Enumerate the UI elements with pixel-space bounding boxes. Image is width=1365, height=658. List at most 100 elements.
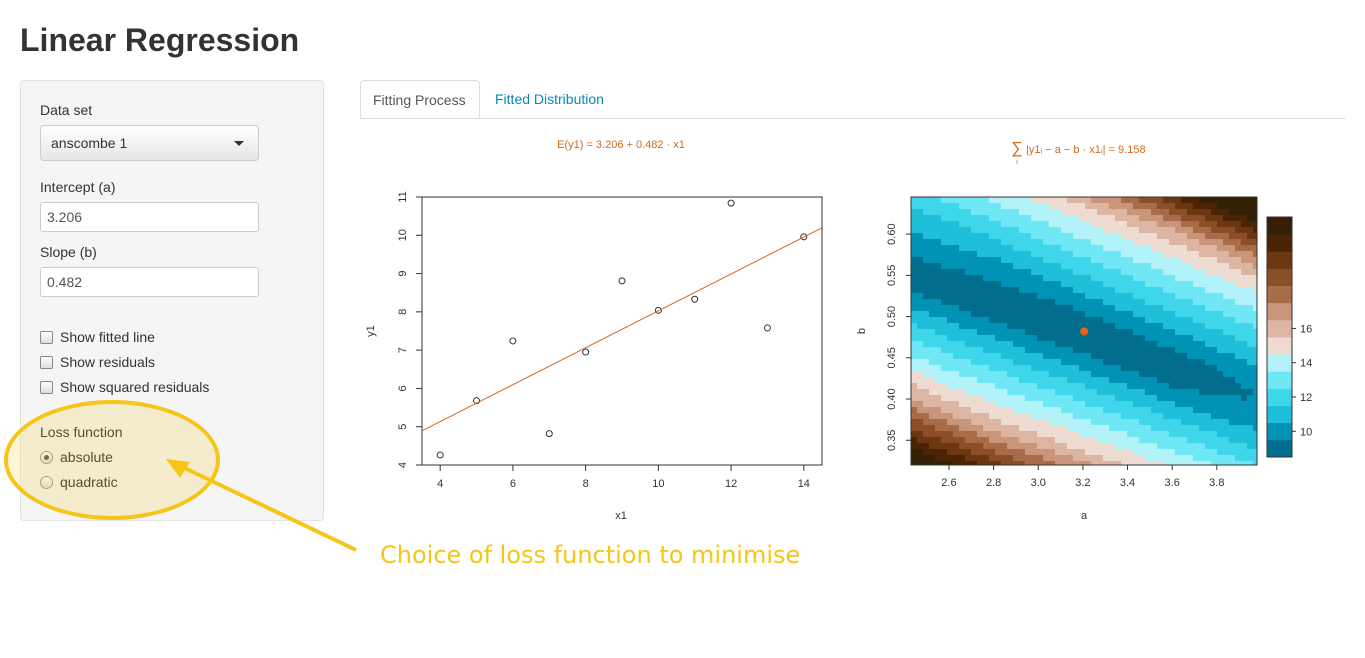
tab-fitting-process[interactable]: Fitting Process: [360, 80, 480, 118]
heatmap-cell: [941, 353, 948, 360]
heatmap-cell: [1199, 281, 1206, 288]
show-residuals-checkbox[interactable]: Show residuals: [40, 354, 155, 370]
heatmap-cell: [977, 389, 984, 396]
show-squared-residuals-checkbox[interactable]: Show squared residuals: [40, 379, 209, 395]
heatmap-cell: [1133, 389, 1140, 396]
heatmap-cell: [911, 257, 918, 264]
heatmap-cell: [995, 209, 1002, 216]
checkbox-icon[interactable]: [40, 381, 53, 394]
heatmap-cell: [1007, 455, 1014, 462]
heatmap-cell: [1007, 449, 1014, 456]
heatmap-cell: [1247, 215, 1254, 222]
heatmap-cell: [941, 215, 948, 222]
heatmap-cell: [1181, 269, 1188, 276]
heatmap-cell: [959, 413, 966, 420]
heatmap-cell: [995, 197, 1002, 204]
heatmap-cell: [1235, 305, 1242, 312]
heatmap-cell: [1217, 407, 1224, 414]
heatmap-cell: [1103, 233, 1110, 240]
heatmap-cell: [1169, 323, 1176, 330]
heatmap-cell: [1229, 287, 1236, 294]
heatmap-cell: [1133, 353, 1140, 360]
heatmap-cell: [941, 377, 948, 384]
heatmap-cell: [935, 299, 942, 306]
heatmap-cell: [1253, 227, 1257, 234]
heatmap-cell: [1007, 461, 1014, 465]
heatmap-cell: [1073, 413, 1080, 420]
heatmap-cell: [977, 209, 984, 216]
heatmap-cell: [971, 443, 978, 450]
heatmap-cell: [1157, 449, 1164, 456]
heatmap-cell: [1187, 263, 1194, 270]
heatmap-cell: [1025, 311, 1032, 318]
heatmap-cell: [1229, 245, 1236, 252]
heatmap-cell: [911, 329, 918, 336]
heatmap-cell: [1043, 317, 1050, 324]
heatmap-cell: [1181, 329, 1188, 336]
heatmap-cell: [1247, 251, 1254, 258]
heatmap-cell: [923, 443, 930, 450]
heatmap-cell: [1115, 245, 1122, 252]
heatmap-cell: [1115, 407, 1122, 414]
heatmap-cell: [1151, 347, 1158, 354]
heatmap-cell: [1133, 419, 1140, 426]
heatmap-cell: [1217, 455, 1224, 462]
intercept-input[interactable]: [40, 202, 259, 232]
tab-fitted-distribution[interactable]: Fitted Distribution: [495, 91, 604, 107]
heatmap-cell: [1079, 341, 1086, 348]
heatmap-cell: [941, 455, 948, 462]
heatmap-cell: [1085, 383, 1092, 390]
heatmap-cell: [1121, 365, 1128, 372]
dataset-select[interactable]: anscombe 1: [40, 125, 259, 161]
heatmap-cell: [947, 317, 954, 324]
checkbox-icon[interactable]: [40, 356, 53, 369]
heatmap-cell: [1103, 383, 1110, 390]
heatmap-cell: [1097, 299, 1104, 306]
heatmap-cell: [1241, 227, 1248, 234]
heatmap-cell: [1235, 413, 1242, 420]
heatmap-cell: [965, 383, 972, 390]
heatmap-cell: [917, 437, 924, 444]
show-fitted-line-checkbox[interactable]: Show fitted line: [40, 329, 155, 345]
heatmap-cell: [1001, 425, 1008, 432]
heatmap-cell: [917, 323, 924, 330]
y-tick-label: 5: [397, 424, 409, 430]
heatmap-cell: [1043, 425, 1050, 432]
heatmap-cell: [1199, 455, 1206, 462]
heatmap-cell: [1103, 401, 1110, 408]
heatmap-cell: [941, 419, 948, 426]
heatmap-cell: [1055, 251, 1062, 258]
heatmap-cell: [1007, 311, 1014, 318]
heatmap-cell: [1139, 257, 1146, 264]
heatmap-cell: [983, 413, 990, 420]
heatmap-cell: [1229, 269, 1236, 276]
heatmap-cell: [911, 245, 918, 252]
heatmap-cell: [1121, 239, 1128, 246]
heatmap-cell: [971, 371, 978, 378]
heatmap-cell: [1181, 209, 1188, 216]
heatmap-cell: [989, 419, 996, 426]
slope-input[interactable]: [40, 267, 259, 297]
heatmap-cell: [941, 269, 948, 276]
heatmap-cell: [1007, 269, 1014, 276]
heatmap-cell: [1163, 233, 1170, 240]
heatmap-cell: [1061, 227, 1068, 234]
heatmap-cell: [1127, 203, 1134, 210]
legend-swatch: [1267, 268, 1292, 286]
heatmap-cell: [1115, 209, 1122, 216]
heatmap-cell: [917, 251, 924, 258]
heatmap-cell: [1217, 359, 1224, 366]
heatmap-cell: [1055, 233, 1062, 240]
heatmap-cell: [1235, 317, 1242, 324]
heatmap-cell: [995, 389, 1002, 396]
heatmap-cell: [1187, 305, 1194, 312]
y-tick-label: 0.60: [886, 223, 898, 244]
heatmap-cell: [1037, 275, 1044, 282]
heatmap-cell: [1085, 293, 1092, 300]
heatmap-cell: [1205, 365, 1212, 372]
heatmap-cell: [1115, 239, 1122, 246]
heatmap-cell: [971, 269, 978, 276]
checkbox-icon[interactable]: [40, 331, 53, 344]
heatmap-cell: [1121, 461, 1128, 465]
heatmap-cell: [1235, 443, 1242, 450]
